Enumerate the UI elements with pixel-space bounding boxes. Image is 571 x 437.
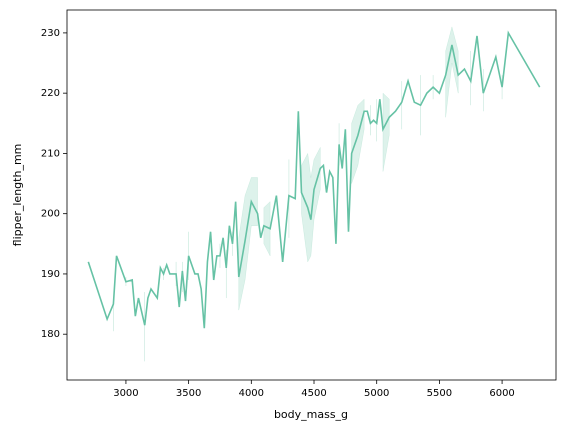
data-line	[87, 30, 541, 329]
y-tick-label: 190	[41, 269, 60, 280]
x-tick-label: 5500	[427, 388, 452, 399]
y-tick-label: 230	[41, 28, 60, 39]
x-tick-label: 3500	[176, 388, 201, 399]
confidence-band	[113, 25, 503, 362]
x-tick-label: 6000	[489, 388, 514, 399]
x-tick-label: 4500	[301, 388, 326, 399]
plot-frame	[66, 9, 557, 381]
x-tick-label: 3000	[113, 388, 138, 399]
y-tick-label: 180	[41, 329, 60, 340]
y-tick-label: 220	[41, 88, 60, 99]
x-tick-label: 4000	[239, 388, 264, 399]
y-tick-label: 210	[41, 148, 60, 159]
y-tick-label: 200	[41, 209, 60, 220]
y-axis-label: flipper_length_mm	[11, 144, 24, 247]
x-axis-label: body_mass_g	[274, 408, 348, 421]
x-tick-label: 5000	[364, 388, 389, 399]
